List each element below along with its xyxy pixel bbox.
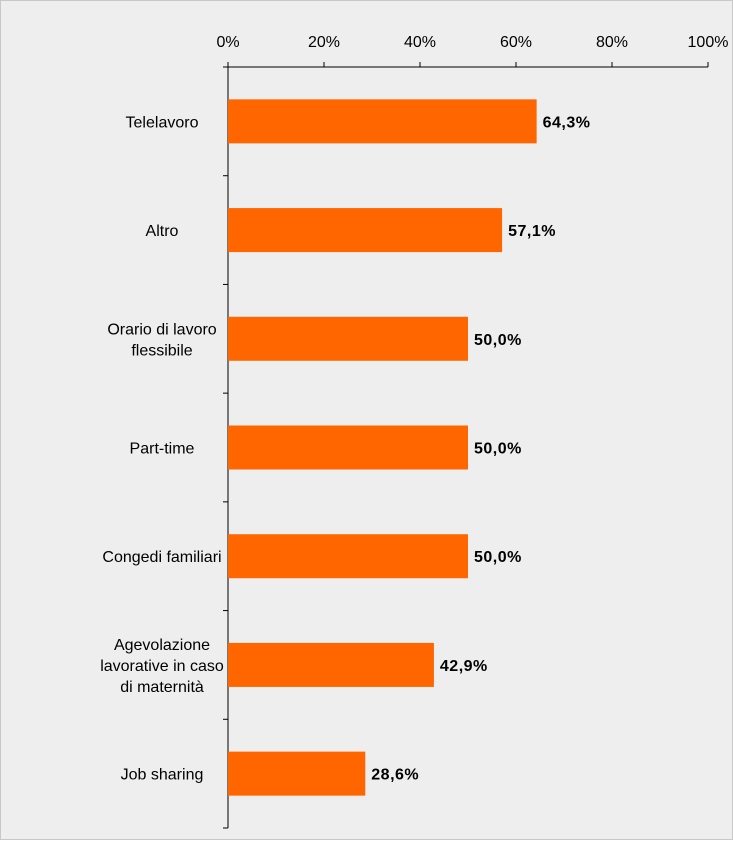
category-label: Telelavoro [126,114,199,131]
bars [228,99,537,796]
bar [228,208,503,253]
bar [228,751,366,796]
category-label-line: flessibile [131,342,192,359]
data-label: 42,9% [440,658,488,675]
bar [228,534,468,579]
category-label-line: lavorative in caso [100,658,224,675]
data-label: 28,6% [371,767,419,784]
category-label-line: Agevolazione [114,637,210,654]
category-label: Orario di lavoro flessibile [107,321,216,359]
category-label-line: Part-time [130,441,195,458]
data-label: 50,0% [474,332,522,349]
category-label: Congedi familiari [102,549,221,566]
x-tick-label: 60% [500,34,532,51]
category-label-line: di maternità [120,679,204,696]
labels: 64,3% Telelavoro 57,1% Altro 50,0% Orario di … [100,114,590,783]
x-tick-label: 40% [404,34,436,51]
data-label: 64,3% [543,114,591,131]
category-label-line: Telelavoro [126,114,199,131]
x-tick-label: 100% [688,34,729,51]
category-label-line: Job sharing [121,767,204,784]
category-label-line: Congedi familiari [102,549,221,566]
category-label-line: Altro [146,223,179,240]
data-label: 57,1% [508,223,556,240]
category-label-line: Orario di lavoro [107,321,216,338]
category-label: Altro [146,223,179,240]
bar [228,99,537,144]
x-tick-label: 0% [216,34,239,51]
x-tick-label: 80% [596,34,628,51]
category-label: Job sharing [121,767,204,784]
data-label: 50,0% [474,441,522,458]
bar [228,425,468,470]
data-label: 50,0% [474,549,522,566]
x-tick-label: 20% [308,34,340,51]
category-label: Part-time [130,441,195,458]
bar [228,642,434,687]
category-label: Agevolazione lavorative in caso di materni… [100,637,224,696]
bar [228,316,468,361]
